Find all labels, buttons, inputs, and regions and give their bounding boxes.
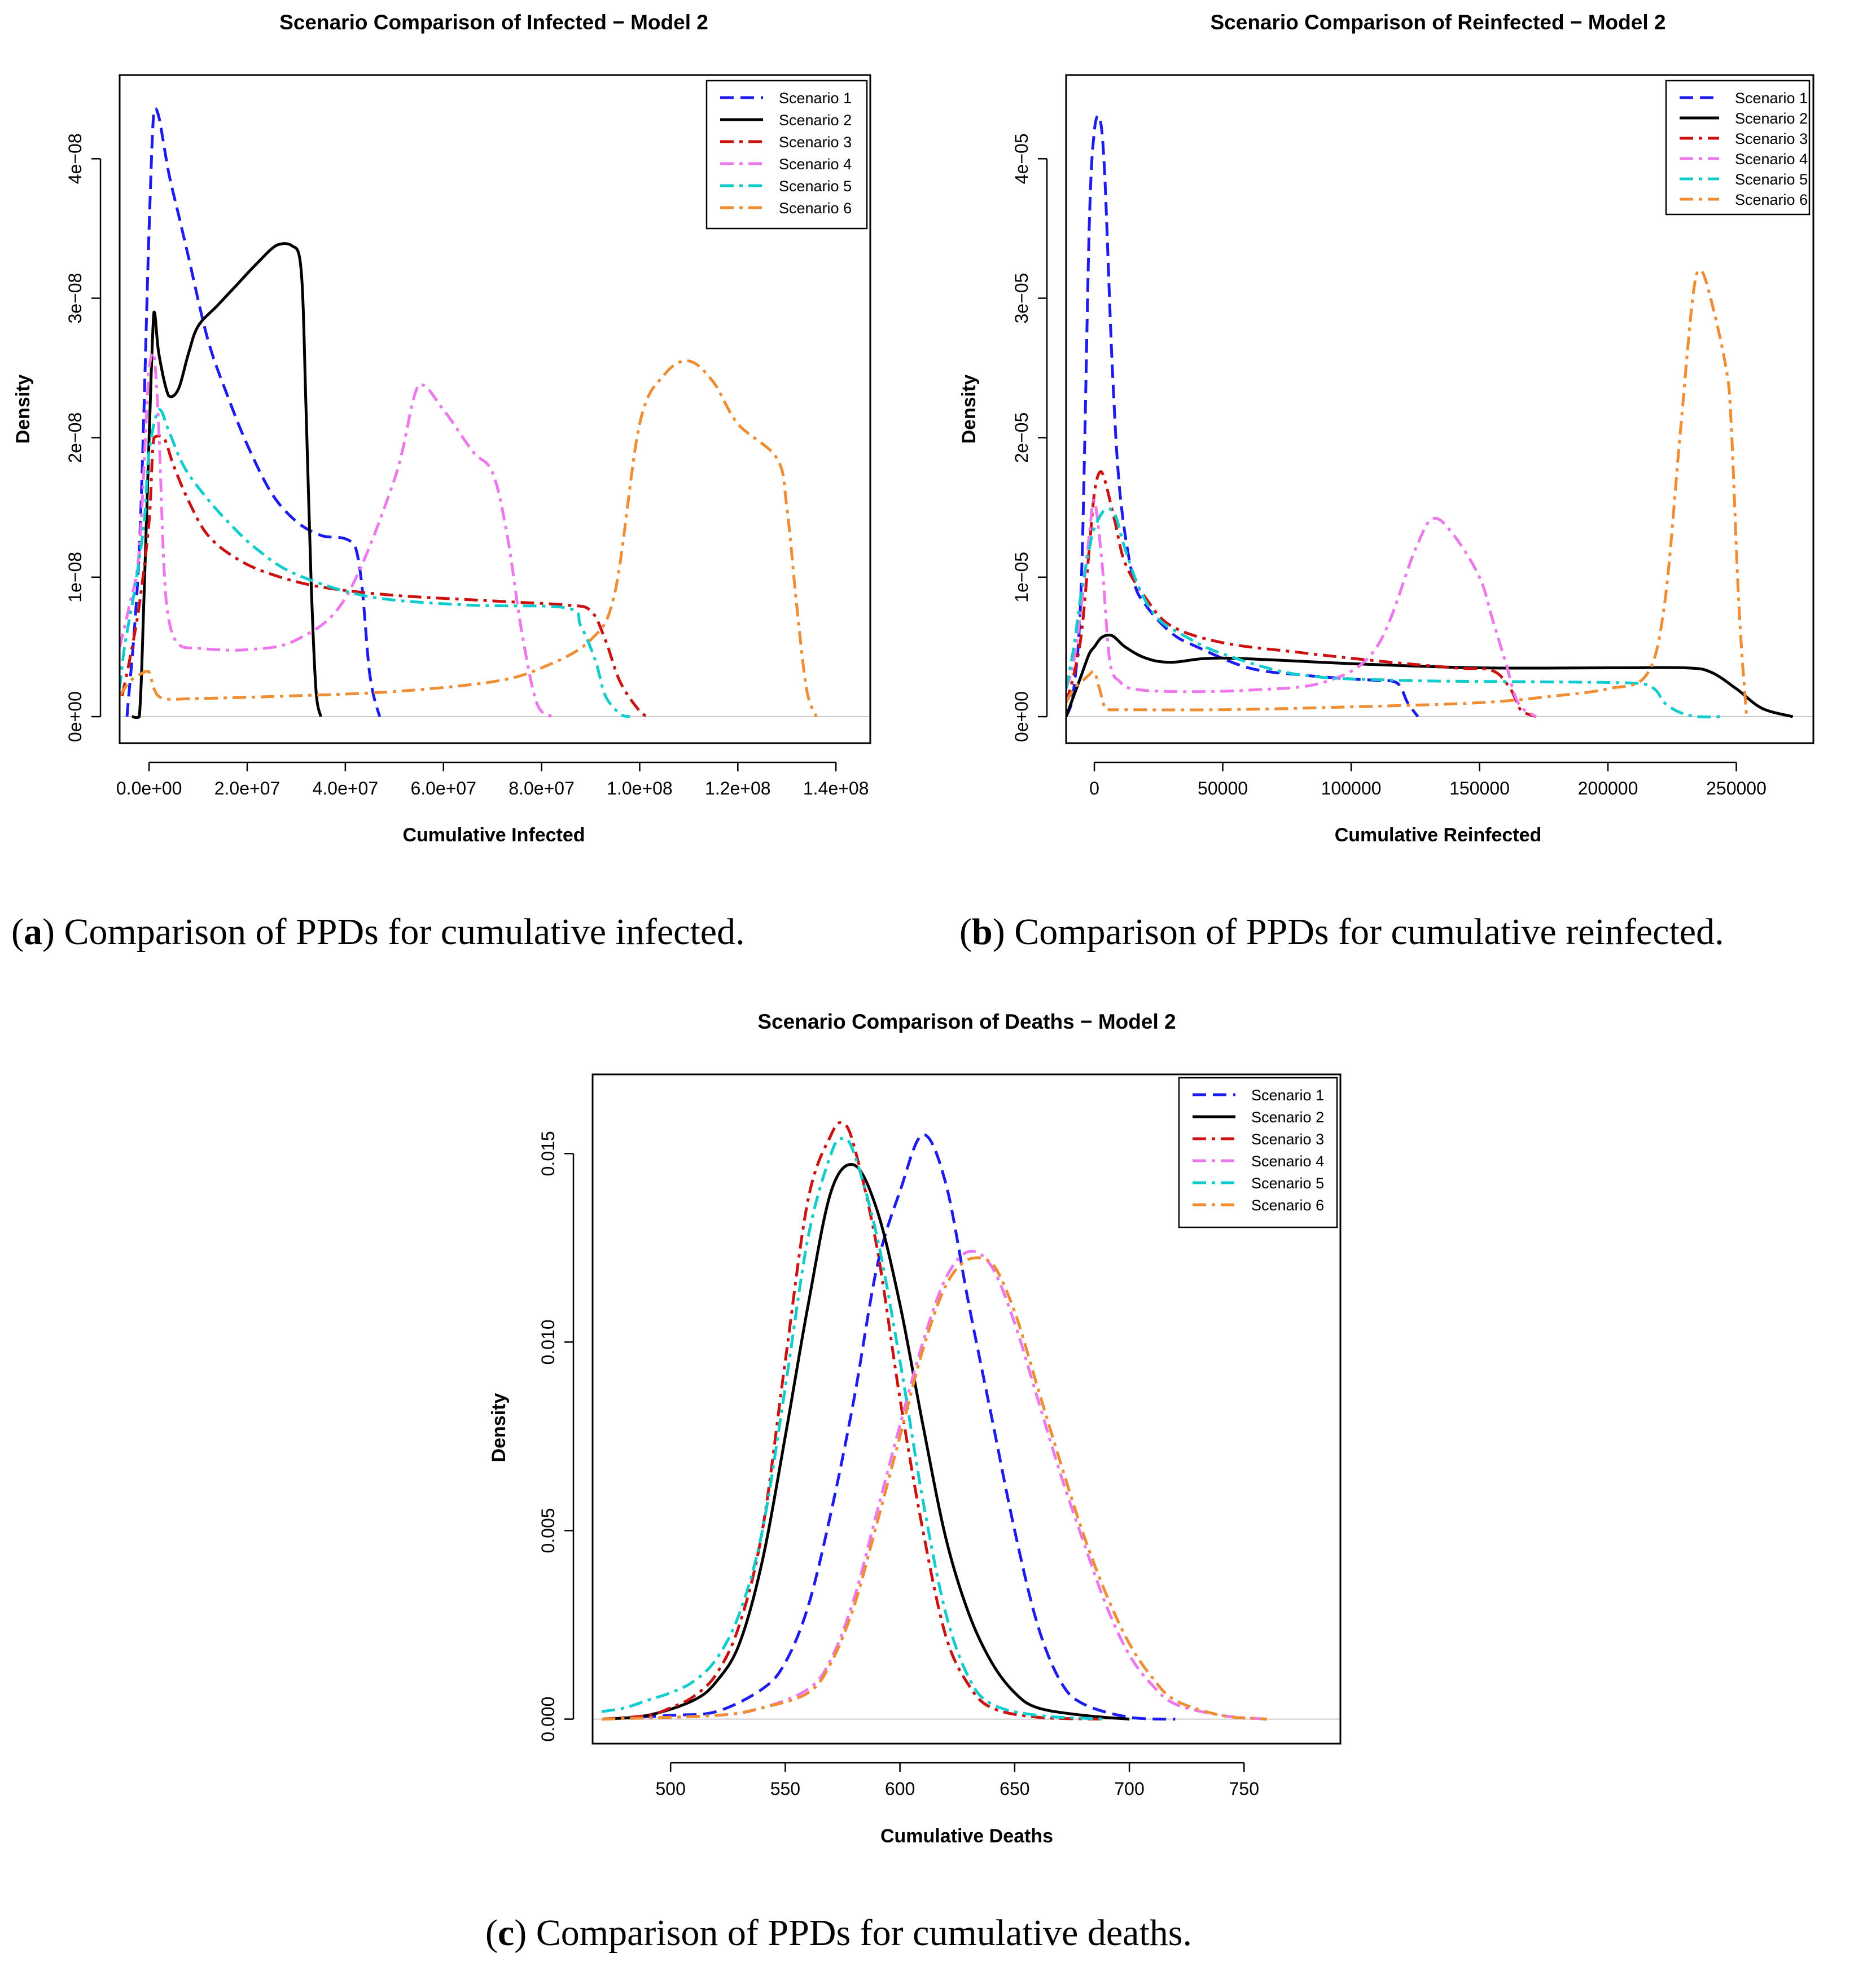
x-tick-label: 4.0e+07 <box>313 778 379 798</box>
legend-label-scenario-3: Scenario 3 <box>779 134 852 151</box>
x-tick-label: 650 <box>1000 1779 1029 1799</box>
series-line-b-scenario-5 <box>1066 507 1724 719</box>
y-tick-label: 3e−08 <box>65 273 85 324</box>
x-tick-label: 8.0e+07 <box>509 778 575 798</box>
plot-frame <box>1065 74 1814 744</box>
y-tick-label: 0.000 <box>538 1697 558 1742</box>
caption-c: (c) Comparison of PPDs for cumulative de… <box>485 1912 1192 1954</box>
x-tick-label: 150000 <box>1449 778 1510 798</box>
x-tick-label: 6.0e+07 <box>410 778 476 798</box>
x-tick-label: 200000 <box>1578 778 1638 798</box>
y-tick-label: 1e−08 <box>65 552 85 603</box>
x-tick-label: 2.0e+07 <box>214 778 280 798</box>
legend: Scenario 1 Scenario 2 Scenario 3 Scenario 4… <box>1178 1077 1338 1228</box>
chart-b-xlabel: Cumulative Reinfected <box>1335 824 1542 846</box>
series-line-c-scenario-5 <box>601 1137 1107 1721</box>
chart-c-xlabel: Cumulative Deaths <box>880 1825 1053 1847</box>
series-line-b-scenario-3 <box>1066 470 1537 718</box>
x-tick-label: 750 <box>1229 1779 1259 1799</box>
y-tick-label: 0e+00 <box>1011 691 1032 742</box>
chart-c-ylabel: Density <box>488 1393 510 1463</box>
series-line-c-scenario-3 <box>602 1121 1107 1721</box>
x-tick-label: 250000 <box>1706 778 1767 798</box>
legend-label-scenario-6: Scenario 6 <box>1251 1197 1324 1214</box>
legend-label-scenario-6: Scenario 6 <box>779 200 852 217</box>
y-tick-label: 0e+00 <box>65 691 85 742</box>
legend-label-scenario-4: Scenario 4 <box>1735 151 1808 168</box>
series-line-c-scenario-1 <box>602 1133 1176 1721</box>
chart-a-title: Scenario Comparison of Infected − Model … <box>279 11 708 34</box>
y-tick-label: 0.010 <box>538 1319 558 1364</box>
legend-label-scenario-1: Scenario 1 <box>779 90 852 107</box>
y-tick-label: 4e−05 <box>1011 133 1032 184</box>
panel-c: Scenario Comparison of Deaths − Model 2 … <box>488 1010 1342 1847</box>
series-line-b-scenario-4 <box>1066 499 1537 718</box>
legend-label-scenario-5: Scenario 5 <box>1735 171 1808 188</box>
chart-b-title: Scenario Comparison of Reinfected − Mode… <box>1211 11 1666 34</box>
series-line-c-scenario-2 <box>602 1163 1130 1721</box>
plot-frame <box>119 74 871 744</box>
legend-label-scenario-2: Scenario 2 <box>1251 1109 1324 1126</box>
panel-b: Scenario Comparison of Reinfected − Mode… <box>958 11 1814 846</box>
series-line-c-scenario-4 <box>602 1249 1268 1721</box>
caption-b: (b) Comparison of PPDs for cumulative re… <box>959 911 1724 953</box>
x-tick-label: 100000 <box>1321 778 1382 798</box>
x-tick-label: 0.0e+00 <box>116 778 182 798</box>
series-line-b-scenario-6 <box>1066 269 1748 717</box>
legend-label-scenario-5: Scenario 5 <box>779 178 852 195</box>
legend-label-scenario-1: Scenario 1 <box>1251 1087 1324 1104</box>
y-tick-label: 3e−05 <box>1011 273 1032 324</box>
legend-label-scenario-2: Scenario 2 <box>779 112 852 129</box>
y-tick-label: 2e−05 <box>1011 412 1032 463</box>
x-tick-label: 1.0e+08 <box>607 778 673 798</box>
chart-c-title: Scenario Comparison of Deaths − Model 2 <box>757 1010 1176 1033</box>
series-line-a-scenario-6 <box>120 359 818 717</box>
legend-label-scenario-1: Scenario 1 <box>1735 90 1808 107</box>
series-line-b-scenario-1 <box>1066 114 1419 718</box>
legend-box <box>705 80 868 230</box>
legend-label-scenario-6: Scenario 6 <box>1735 191 1808 208</box>
legend-label-scenario-4: Scenario 4 <box>779 156 852 173</box>
x-tick-label: 500 <box>655 1779 685 1799</box>
legend-label-scenario-4: Scenario 4 <box>1251 1153 1324 1170</box>
panel-a: Scenario Comparison of Infected − Model … <box>12 11 871 846</box>
series-line-c-scenario-6 <box>602 1256 1268 1721</box>
x-tick-label: 50000 <box>1198 778 1248 798</box>
series-line-a-scenario-4 <box>120 352 553 718</box>
legend-box <box>1665 80 1811 216</box>
series-line-a-scenario-2 <box>132 242 322 719</box>
legend-label-scenario-3: Scenario 3 <box>1251 1131 1324 1148</box>
legend-box <box>1178 1077 1338 1228</box>
caption-a: (a) Comparison of PPDs for cumulative in… <box>11 911 745 953</box>
x-tick-label: 700 <box>1114 1779 1144 1799</box>
legend-label-scenario-5: Scenario 5 <box>1251 1175 1324 1192</box>
x-tick-label: 550 <box>770 1779 800 1799</box>
legend: Scenario 1 Scenario 2 Scenario 3 Scenario 4… <box>705 80 868 230</box>
x-tick-label: 0 <box>1089 778 1099 798</box>
plot-frame <box>591 1073 1342 1745</box>
legend: Scenario 1 Scenario 2 Scenario 3 Scenario 4… <box>1665 80 1811 216</box>
y-tick-label: 0.015 <box>538 1131 558 1176</box>
chart-b-ylabel: Density <box>958 375 980 444</box>
series-line-a-scenario-3 <box>120 434 651 718</box>
x-tick-label: 1.4e+08 <box>803 778 869 798</box>
series-line-a-scenario-1 <box>125 107 382 717</box>
y-tick-label: 0.005 <box>538 1508 558 1553</box>
x-tick-label: 1.2e+08 <box>705 778 771 798</box>
chart-a-ylabel: Density <box>12 375 34 444</box>
y-tick-label: 2e−08 <box>65 412 85 463</box>
legend-label-scenario-2: Scenario 2 <box>1735 110 1808 127</box>
legend-label-scenario-3: Scenario 3 <box>1735 130 1808 147</box>
x-tick-label: 600 <box>885 1779 915 1799</box>
chart-a-xlabel: Cumulative Infected <box>402 824 585 846</box>
y-tick-label: 4e−08 <box>65 133 85 184</box>
y-tick-label: 1e−05 <box>1011 552 1032 603</box>
